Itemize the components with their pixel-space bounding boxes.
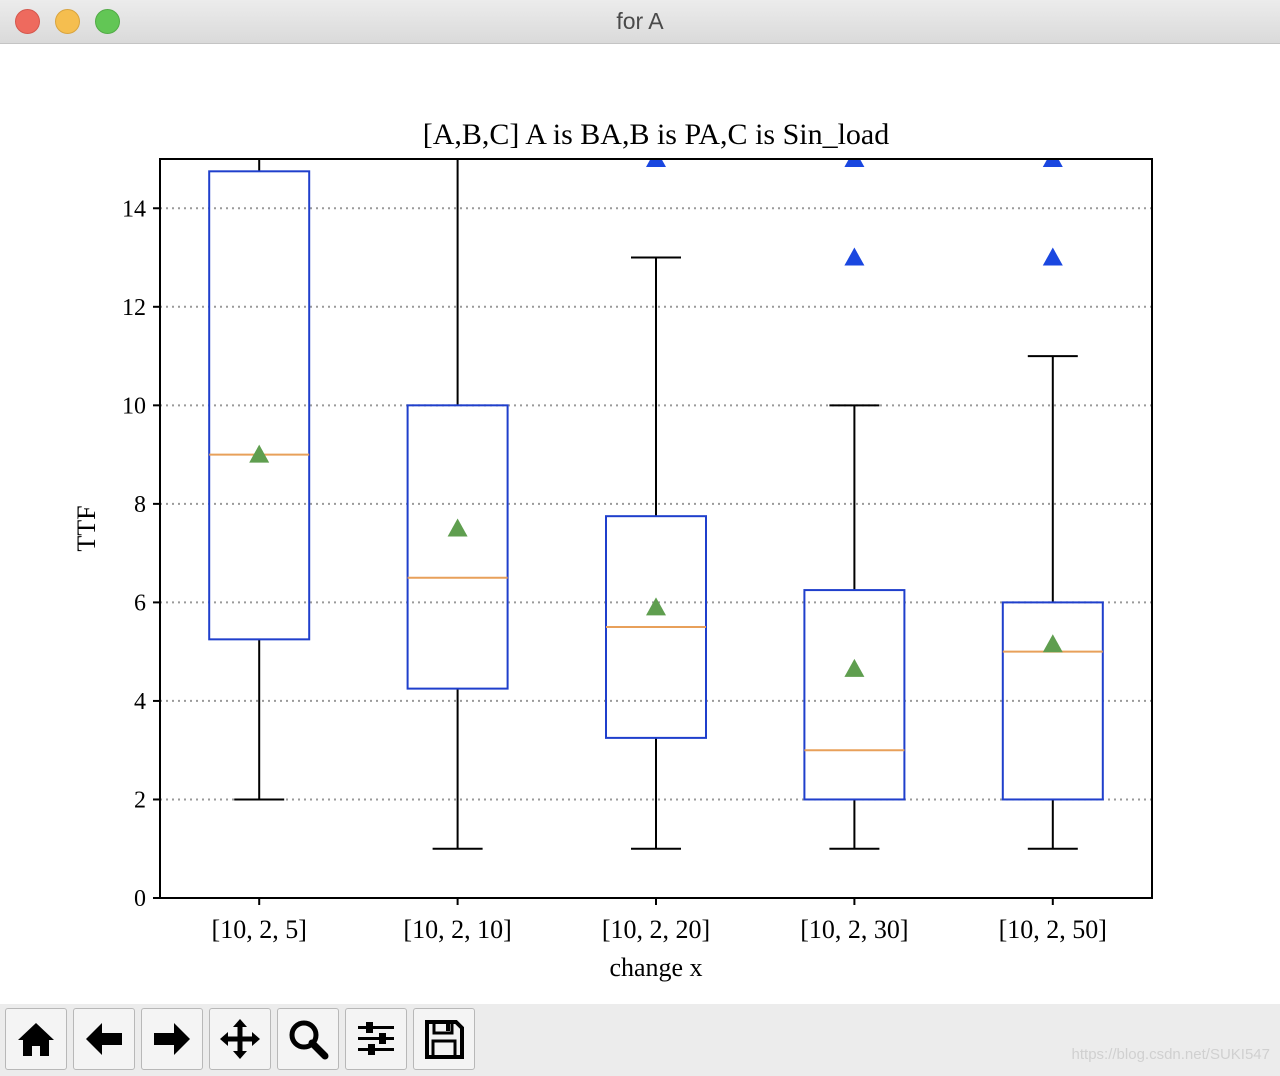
window-titlebar: for A — [0, 0, 1280, 44]
subplots-button[interactable] — [345, 1008, 407, 1070]
home-button[interactable] — [5, 1008, 67, 1070]
zoom-button[interactable] — [277, 1008, 339, 1070]
y-tick-label: 0 — [134, 886, 146, 912]
watermark: https://blog.csdn.net/SUKI547 — [1071, 1046, 1270, 1063]
x-tick-label: [10, 2, 10] — [403, 915, 511, 944]
home-icon — [18, 1023, 54, 1056]
minimize-window-button[interactable] — [55, 9, 80, 34]
mean-marker — [447, 518, 468, 537]
outlier-marker — [1042, 247, 1063, 266]
x-tick-label: [10, 2, 5] — [212, 915, 307, 944]
configure-subplots-icon — [358, 1022, 394, 1055]
box-group — [803, 159, 906, 850]
y-tick-label: 6 — [134, 590, 146, 616]
back-button[interactable] — [73, 1008, 135, 1070]
box-group — [208, 159, 311, 801]
y-tick-label: 8 — [134, 492, 146, 518]
mean-marker — [1042, 634, 1063, 653]
x-tick-label: [10, 2, 50] — [999, 915, 1107, 944]
outlier-marker — [1042, 159, 1063, 167]
mean-marker — [249, 444, 270, 463]
outlier-marker — [844, 159, 865, 167]
save-button[interactable] — [413, 1008, 475, 1070]
y-axis-label: TTF — [72, 505, 101, 551]
forward-arrow-icon — [154, 1023, 190, 1055]
y-tick-label: 2 — [134, 787, 146, 813]
outlier-marker — [646, 159, 666, 167]
plot-area — [208, 159, 1104, 850]
box-group — [605, 159, 707, 850]
box-group — [406, 159, 509, 850]
iqr-box — [803, 589, 906, 801]
zoom-magnifier-icon — [289, 1020, 329, 1060]
x-axis-label: change x — [609, 953, 702, 982]
pan-move-icon — [220, 1019, 260, 1059]
mean-marker — [646, 597, 666, 616]
y-tick-label: 4 — [134, 689, 146, 715]
mean-marker — [844, 658, 865, 677]
box-group — [1001, 159, 1104, 850]
chart-title: [A,B,C] A is BA,B is PA,C is Sin_load — [423, 118, 890, 151]
box-plot-chart: 0 2 4 6 8 10 12 14 [10, 2, 5] [10, 2, 10] [10, 2, … — [72, 118, 1153, 982]
maximize-window-button[interactable] — [95, 9, 120, 34]
iqr-box — [1001, 601, 1104, 801]
y-tick-label: 14 — [122, 196, 146, 222]
iqr-box — [208, 170, 311, 641]
window-title: for A — [616, 8, 664, 34]
x-tick-label: [10, 2, 30] — [800, 915, 908, 944]
y-tick-label: 12 — [122, 295, 146, 321]
y-tick-label: 10 — [122, 393, 146, 419]
save-disk-icon — [425, 1020, 464, 1059]
forward-button[interactable] — [141, 1008, 203, 1070]
outlier-marker — [844, 247, 865, 266]
close-window-button[interactable] — [15, 9, 40, 34]
back-arrow-icon — [86, 1023, 122, 1055]
pan-button[interactable] — [209, 1008, 271, 1070]
iqr-box — [406, 404, 509, 690]
x-tick-label: [10, 2, 20] — [602, 915, 710, 944]
navigation-toolbar — [0, 1004, 1280, 1076]
